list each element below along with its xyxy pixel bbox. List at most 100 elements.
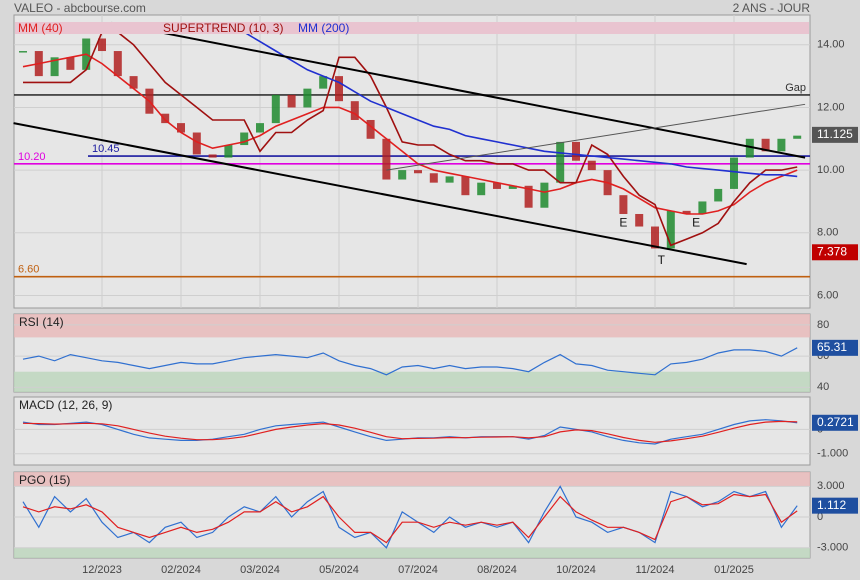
candle [382,138,391,180]
candle [714,188,723,202]
candle [50,57,59,77]
x-tick-label: 02/2024 [161,564,201,576]
y-tick-label: 14.00 [817,39,845,51]
source: VALEO - abcbourse.com [14,1,146,15]
y-tick-label: 40 [817,381,829,393]
candle [556,141,565,183]
price-tag [812,497,858,514]
candle [429,173,438,183]
candle [508,185,517,189]
x-tick-label: 10/2024 [556,564,596,576]
x-tick-label: 11/2024 [636,564,675,576]
price-tag-label: 1.112 [817,498,846,512]
candle [651,226,659,249]
price-tag-label: 0.2721 [817,415,854,429]
candle [540,182,549,208]
candle [524,185,533,208]
candle [477,182,486,196]
candle [666,210,675,249]
candle [98,38,106,52]
candle [113,51,122,77]
series-line [22,493,798,544]
candle [271,94,280,124]
x-tick-label: 12/2023 [82,564,122,576]
zone [14,371,810,392]
candle [129,76,138,89]
y-tick-label: 8.00 [817,227,838,239]
annotation: E [692,216,700,230]
legend-entry: MM (40) [18,21,63,35]
y-tick-label: 80 [817,319,829,331]
candle [208,154,217,158]
series-line [22,53,798,215]
y-tick-label: 0 [817,511,823,523]
candle [240,132,249,146]
price-tag [812,244,858,261]
candle [493,182,501,189]
candle [350,101,359,120]
candle [303,88,312,108]
candle [66,57,75,70]
candle [398,170,407,180]
annotation: E [619,216,627,230]
period: 2 ANS - JOUR [733,1,811,15]
y-tick-label: 6.00 [817,289,838,301]
legend-band [15,22,809,34]
candle [572,141,580,161]
candle [256,123,264,133]
plot-area [13,14,811,309]
candle [414,170,422,174]
trend-line [13,122,747,266]
level-label: 10.20 [18,151,46,163]
level-label: 6.60 [18,264,39,276]
price-tag [812,339,858,356]
candle [761,138,770,152]
candle [730,157,738,189]
level-label: Gap [785,82,806,94]
x-tick-label: 07/2024 [398,564,438,576]
series-line [22,485,798,549]
y-tick-label: 12.00 [817,101,845,113]
candle [19,51,27,53]
x-tick-label: 03/2024 [240,564,280,576]
panel-title: RSI (14) [19,315,64,329]
legend-entry: SUPERTREND (10, 3) [163,21,283,35]
y-tick-label: 3.000 [817,480,845,492]
candle [224,145,233,158]
y-tick-label: -3.000 [817,542,848,554]
candle [177,123,185,133]
candle [635,213,644,227]
series-line [243,31,798,178]
candle [682,210,691,214]
price-tag-label: 11.125 [817,127,853,141]
legend-entry: MM (200) [298,21,349,35]
trend-line [111,21,806,159]
price-tag-label: 65.31 [817,340,847,354]
candle [619,195,628,214]
candle [366,119,375,139]
y-tick-label: 10.00 [817,164,845,176]
x-tick-label: 01/2025 [714,564,754,576]
zone [14,547,810,558]
candle [745,138,754,158]
candle [587,160,596,171]
series-line [22,420,798,443]
candle [698,201,707,214]
y-tick-label: -1.000 [817,448,848,460]
panel-title: MACD (12, 26, 9) [19,398,112,412]
plot-area [13,396,811,466]
panel-title: PGO (15) [19,473,70,487]
x-tick-label: 08/2024 [477,564,517,576]
annotation: T [658,253,666,267]
candle [161,113,170,124]
candle [192,132,201,155]
price-tag-label: 7.378 [817,244,847,258]
x-tick-label: 05/2024 [319,564,359,576]
series-line [23,31,798,247]
level-label: 10.45 [92,143,120,155]
series-line [22,347,798,376]
candle [445,176,454,183]
zone [14,314,810,338]
price-tag [812,414,858,431]
